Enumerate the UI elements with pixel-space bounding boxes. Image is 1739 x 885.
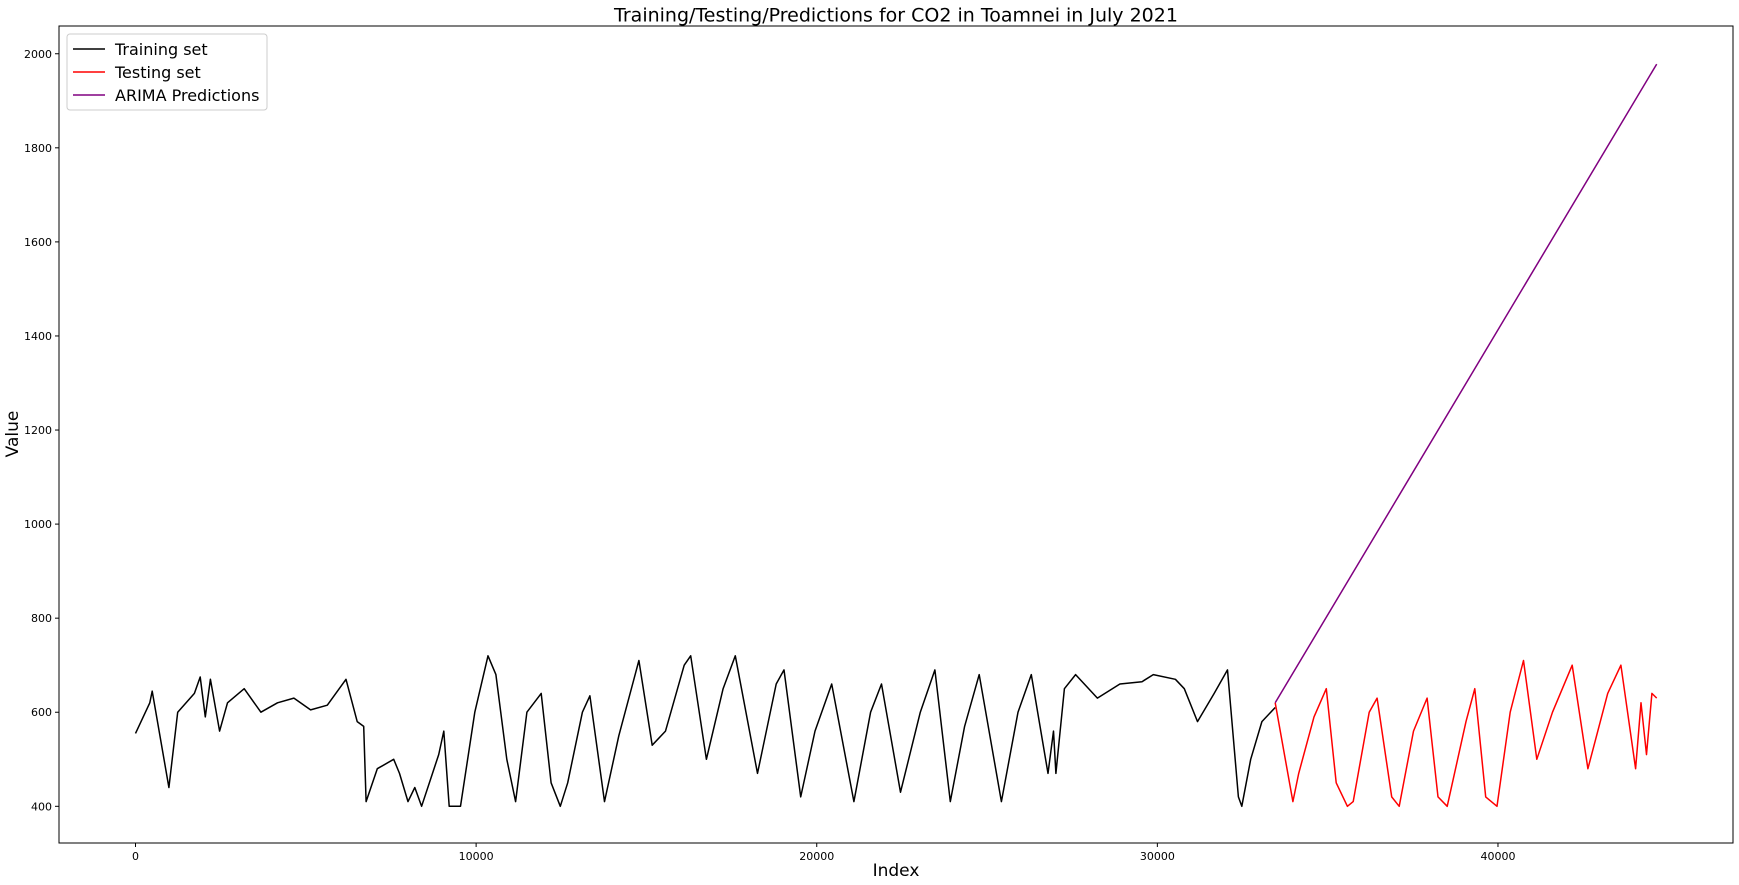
plot-frame bbox=[58, 25, 1734, 844]
chart-title: Training/Testing/Predictions for CO2 in … bbox=[613, 5, 1178, 27]
y-tick-label: 1000 bbox=[24, 518, 52, 531]
data-line bbox=[134, 655, 1276, 808]
y-axis-label: Value bbox=[3, 411, 23, 458]
x-tick-label: 20000 bbox=[799, 850, 834, 863]
y-tick-label: 1200 bbox=[24, 424, 52, 437]
y-tick-label: 600 bbox=[31, 706, 52, 719]
x-tick-label: 30000 bbox=[1140, 850, 1175, 863]
y-tick-label: 800 bbox=[31, 612, 52, 625]
legend-label: Training set bbox=[114, 40, 208, 59]
data-line bbox=[1274, 63, 1658, 704]
y-tick-label: 1600 bbox=[24, 236, 52, 249]
y-tick-label: 1400 bbox=[24, 330, 52, 343]
x-tick-label: 10000 bbox=[459, 850, 494, 863]
y-tick-label: 2000 bbox=[24, 48, 52, 61]
legend-box bbox=[66, 33, 268, 111]
y-tick-label: 1800 bbox=[24, 142, 52, 155]
data-line bbox=[1274, 659, 1658, 808]
legend-label: ARIMA Predictions bbox=[115, 86, 259, 105]
x-tick-label: 0 bbox=[132, 850, 139, 863]
y-tick-label: 400 bbox=[31, 800, 52, 813]
x-axis-label: Index bbox=[873, 861, 920, 881]
x-tick-label: 40000 bbox=[1480, 850, 1515, 863]
legend-label: Testing set bbox=[114, 63, 201, 82]
